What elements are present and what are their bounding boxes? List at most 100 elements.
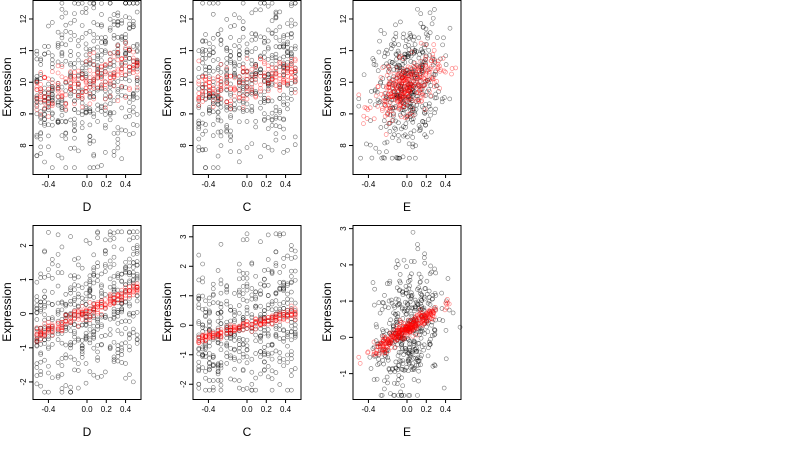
fitted-point xyxy=(72,73,77,79)
observed-point xyxy=(236,378,242,383)
observed-point xyxy=(419,353,424,358)
observed-point xyxy=(95,44,100,50)
observed-point xyxy=(232,308,237,313)
x-tick-label: -0.4 xyxy=(42,180,56,189)
fitted-point xyxy=(405,326,411,332)
fitted-point xyxy=(75,323,81,329)
fitted-point xyxy=(381,348,387,354)
observed-point xyxy=(232,72,237,77)
fitted-point xyxy=(396,71,401,77)
observed-point xyxy=(99,271,104,277)
observed-point xyxy=(111,236,117,241)
fitted-point xyxy=(442,307,448,313)
observed-point xyxy=(376,356,381,362)
observed-point xyxy=(76,361,81,366)
fitted-point xyxy=(394,332,400,338)
observed-point xyxy=(265,126,271,131)
observed-point xyxy=(373,322,379,327)
fitted-point xyxy=(107,302,113,308)
observed-point xyxy=(72,0,77,6)
fitted-point xyxy=(218,334,224,340)
observed-point xyxy=(387,81,393,86)
observed-point xyxy=(49,275,55,281)
observed-point xyxy=(236,15,242,21)
fitted-point xyxy=(253,319,259,325)
fitted-point xyxy=(416,66,422,72)
fitted-point xyxy=(68,84,73,89)
observed-point xyxy=(265,327,271,332)
observed-point xyxy=(115,273,121,279)
fitted-point xyxy=(406,95,412,100)
observed-point xyxy=(76,385,81,391)
observed-point xyxy=(203,71,208,76)
observed-point xyxy=(68,81,73,87)
observed-point xyxy=(253,7,258,13)
fitted-point xyxy=(42,332,47,338)
observed-point xyxy=(83,361,89,366)
observed-point xyxy=(218,321,224,326)
observed-point xyxy=(79,0,85,6)
observed-point xyxy=(95,324,100,329)
fitted-point xyxy=(111,292,117,298)
observed-point xyxy=(396,54,402,60)
observed-point xyxy=(123,76,128,82)
observed-point xyxy=(409,117,414,123)
observed-point xyxy=(83,71,89,77)
fitted-point xyxy=(123,284,128,290)
fitted-point xyxy=(371,349,377,355)
fitted-point xyxy=(403,88,409,94)
observed-point xyxy=(380,76,386,81)
fitted-point xyxy=(207,333,212,339)
observed-point xyxy=(207,295,212,301)
observed-point xyxy=(42,44,47,49)
x-tick-label: 0.4 xyxy=(120,180,132,189)
observed-point xyxy=(79,265,85,271)
observed-point xyxy=(103,122,108,128)
observed-point xyxy=(400,100,406,106)
observed-point xyxy=(38,114,44,119)
fitted-point xyxy=(91,81,97,87)
fitted-point xyxy=(409,328,415,333)
fitted-point xyxy=(277,81,283,87)
fitted-point xyxy=(196,91,202,96)
observed-point xyxy=(210,387,216,393)
observed-point xyxy=(215,153,221,159)
fitted-point xyxy=(402,76,408,82)
fitted-point xyxy=(87,314,93,320)
fitted-point xyxy=(408,81,414,87)
observed-point xyxy=(55,360,61,365)
fitted-point xyxy=(405,84,411,90)
fitted-point xyxy=(388,108,394,113)
fitted-point xyxy=(406,76,412,82)
fitted-point xyxy=(408,325,413,330)
fitted-point xyxy=(400,56,406,61)
observed-point xyxy=(416,83,422,89)
fitted-point xyxy=(405,102,410,108)
fitted-point xyxy=(400,327,406,333)
observed-point xyxy=(111,70,117,76)
observed-point xyxy=(408,114,413,120)
fitted-point xyxy=(218,333,224,339)
observed-point xyxy=(72,334,77,340)
observed-point xyxy=(285,352,290,358)
fitted-point xyxy=(418,321,424,327)
observed-point xyxy=(134,78,140,83)
observed-point xyxy=(244,304,250,310)
observed-point xyxy=(429,129,434,135)
observed-point xyxy=(95,22,100,28)
observed-point xyxy=(281,35,286,40)
fitted-point xyxy=(427,88,432,94)
observed-point xyxy=(34,48,40,54)
fitted-point xyxy=(389,344,394,350)
fitted-point xyxy=(289,66,294,72)
fitted-point xyxy=(127,87,132,92)
fitted-point xyxy=(215,334,221,339)
observed-point xyxy=(203,354,208,359)
observed-point xyxy=(430,363,436,369)
fitted-point xyxy=(400,95,405,101)
observed-point xyxy=(68,285,73,291)
y-tick-label: 9 xyxy=(179,111,188,116)
observed-point xyxy=(406,85,412,90)
observed-point xyxy=(253,375,258,381)
observed-point xyxy=(385,110,390,116)
